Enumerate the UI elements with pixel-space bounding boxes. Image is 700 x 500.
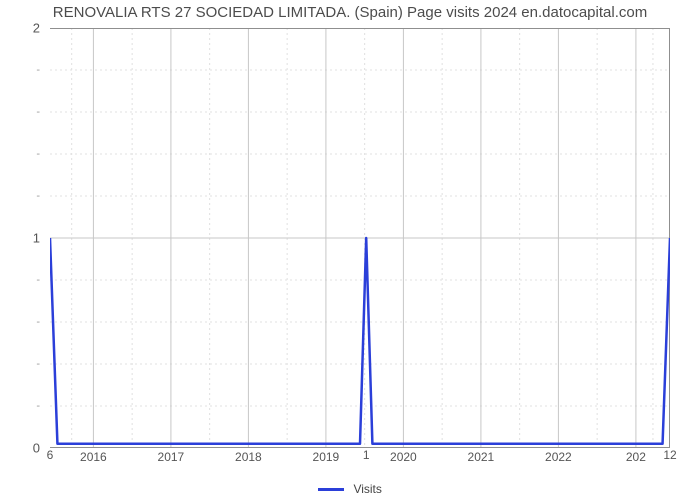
legend: Visits <box>0 481 700 496</box>
y-axis-labels: 012-------- <box>0 28 48 448</box>
y-minor-tick: - <box>36 274 40 286</box>
y-minor-tick: - <box>36 400 40 412</box>
x-tick-label: 2018 <box>235 450 262 464</box>
y-minor-tick: - <box>36 190 40 202</box>
y-minor-tick: - <box>36 106 40 118</box>
legend-label: Visits <box>353 482 381 496</box>
chart-container: RENOVALIA RTS 27 SOCIEDAD LIMITADA. (Spa… <box>0 0 700 500</box>
y-minor-tick: - <box>36 148 40 160</box>
legend-swatch <box>318 488 344 491</box>
x-tick-label: 2021 <box>468 450 495 464</box>
y-tick-label: 0 <box>33 441 40 456</box>
y-minor-tick: - <box>36 316 40 328</box>
x-tick-label: 2019 <box>313 450 340 464</box>
plot-svg <box>50 28 670 448</box>
plot-area: 6112 <box>50 28 670 448</box>
series-visits <box>50 238 670 444</box>
x-tick-label: 202 <box>626 450 646 464</box>
x-tick-label: 2016 <box>80 450 107 464</box>
y-minor-tick: - <box>36 64 40 76</box>
x-axis-labels: 2016 2017 2018 2019 2020 2021 2022 202 <box>50 448 670 466</box>
x-tick-label: 2022 <box>545 450 572 464</box>
y-minor-tick: - <box>36 358 40 370</box>
chart-title: RENOVALIA RTS 27 SOCIEDAD LIMITADA. (Spa… <box>0 4 700 21</box>
x-tick-label: 2017 <box>158 450 185 464</box>
x-tick-label: 2020 <box>390 450 417 464</box>
y-tick-label: 2 <box>33 21 40 36</box>
y-tick-label: 1 <box>33 231 40 246</box>
